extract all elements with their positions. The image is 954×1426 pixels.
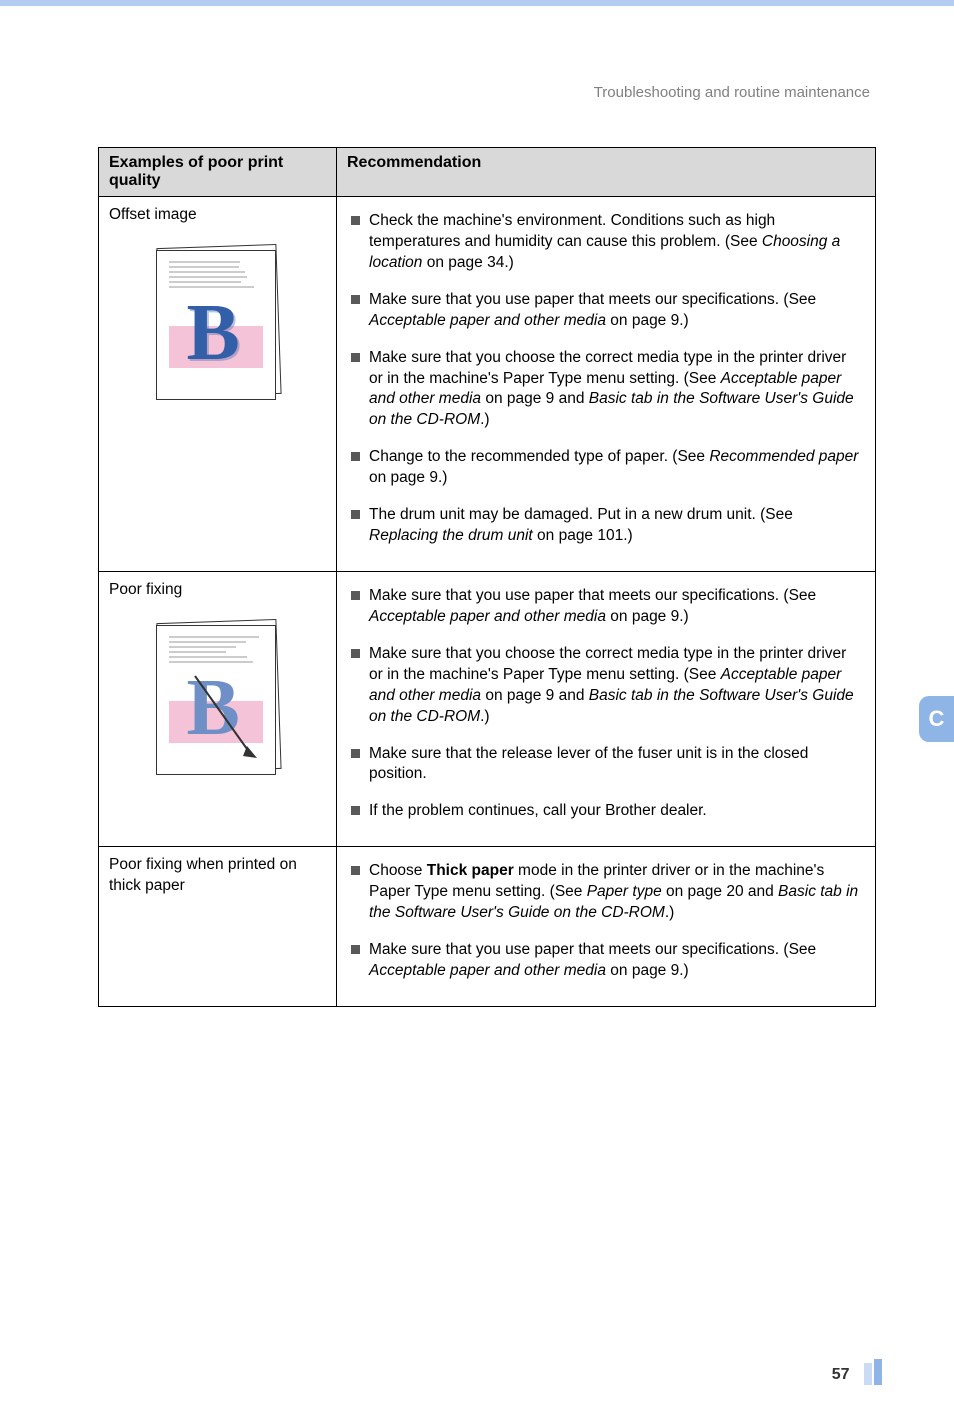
- recommendation-item: Make sure that you choose the correct me…: [347, 348, 861, 432]
- print-sample-illustration: B: [141, 613, 291, 783]
- example-title: Offset image: [109, 205, 322, 226]
- table-row: Offset image BB Check the machine's enviro…: [99, 197, 876, 572]
- print-sample-illustration: BB: [141, 238, 291, 408]
- recommendation-item: Make sure that you use paper that meets …: [347, 940, 861, 982]
- recommendation-item: Change to the recommended type of paper.…: [347, 447, 861, 489]
- example-title: Poor fixing: [109, 580, 322, 601]
- recommendation-item: Make sure that you use paper that meets …: [347, 290, 861, 332]
- recommendation-list: Check the machine's environment. Conditi…: [347, 211, 861, 547]
- recommendation-item: Make sure that you choose the correct me…: [347, 644, 861, 728]
- recommendation-cell: Choose Thick paper mode in the printer d…: [337, 847, 876, 1007]
- recommendation-item: Make sure that the release lever of the …: [347, 744, 861, 786]
- top-color-bar: [0, 0, 954, 6]
- smudge-icon: [157, 626, 277, 776]
- page-header: Troubleshooting and routine maintenance: [98, 84, 876, 101]
- recommendation-cell: Make sure that you use paper that meets …: [337, 571, 876, 846]
- recommendation-item: The drum unit may be damaged. Put in a n…: [347, 505, 861, 547]
- recommendation-cell: Check the machine's environment. Conditi…: [337, 197, 876, 572]
- table-body: Offset image BB Check the machine's enviro…: [99, 197, 876, 1007]
- example-cell: Poor fixing when printed on thick paper: [99, 847, 337, 1007]
- example-cell: Offset image BB: [99, 197, 337, 572]
- page-container: Troubleshooting and routine maintenance …: [0, 84, 954, 1426]
- col-header-examples: Examples of poor print quality: [99, 148, 337, 197]
- table-row: Poor fixing B Make sure that you use paper…: [99, 571, 876, 846]
- table-row: Poor fixing when printed on thick paper C…: [99, 847, 876, 1007]
- section-tab: C: [919, 696, 954, 742]
- footer-decoration: [862, 1359, 882, 1390]
- recommendation-item: Choose Thick paper mode in the printer d…: [347, 861, 861, 924]
- page-number: 57: [832, 1366, 850, 1384]
- recommendation-item: Check the machine's environment. Conditi…: [347, 211, 861, 274]
- page-footer: 57: [832, 1359, 882, 1390]
- recommendation-item: Make sure that you use paper that meets …: [347, 586, 861, 628]
- recommendation-list: Choose Thick paper mode in the printer d…: [347, 861, 861, 982]
- troubleshooting-table: Examples of poor print quality Recommend…: [98, 147, 876, 1007]
- example-cell: Poor fixing B: [99, 571, 337, 846]
- example-title: Poor fixing when printed on thick paper: [109, 855, 322, 897]
- recommendation-list: Make sure that you use paper that meets …: [347, 586, 861, 822]
- recommendation-item: If the problem continues, call your Brot…: [347, 801, 861, 822]
- col-header-recommendation: Recommendation: [337, 148, 876, 197]
